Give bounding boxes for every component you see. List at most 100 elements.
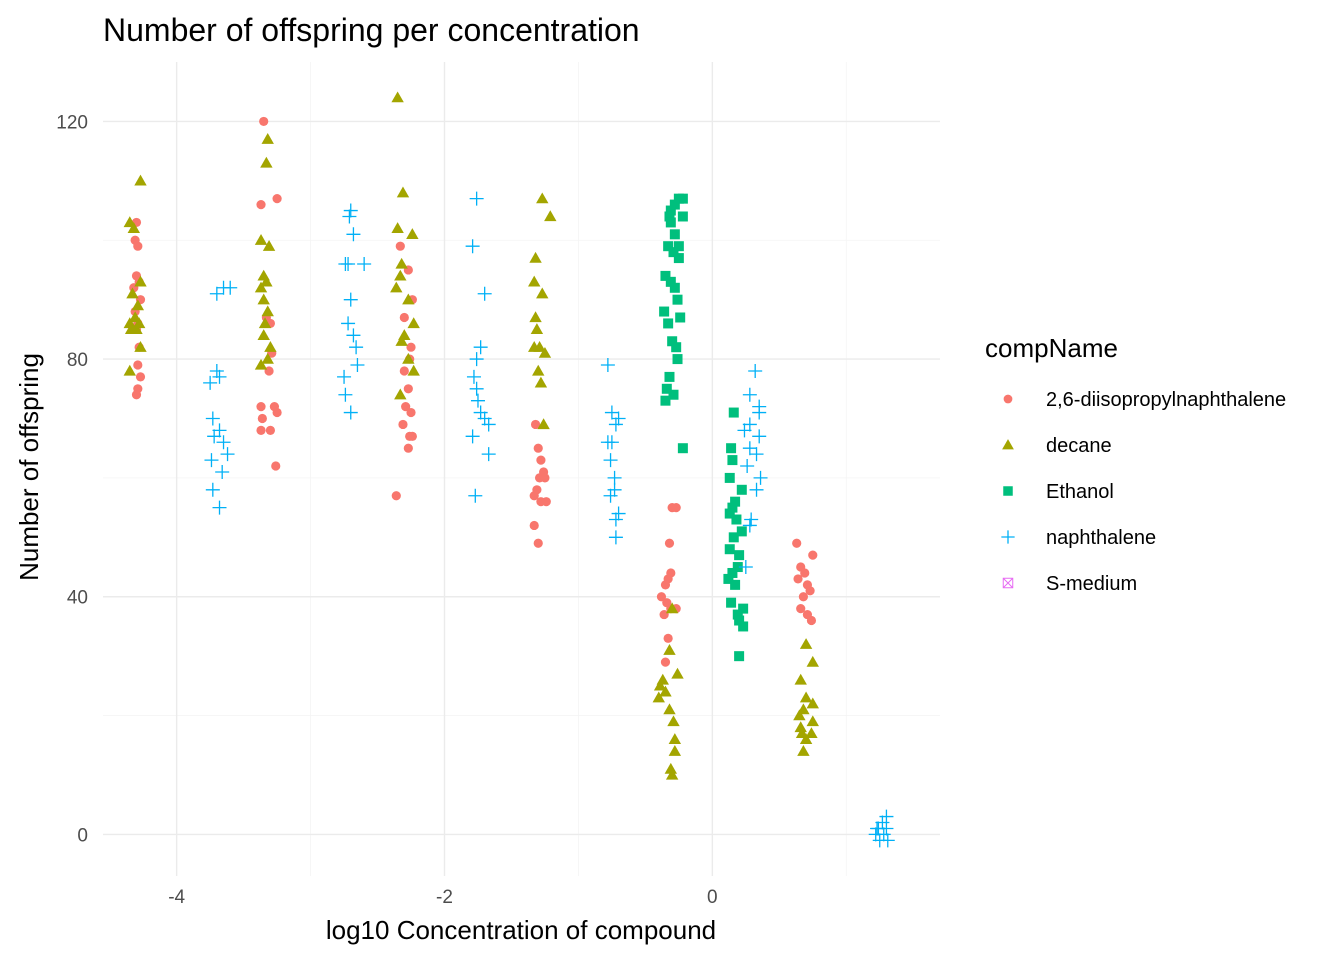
data-point xyxy=(212,369,227,384)
data-point xyxy=(806,697,819,709)
data-point xyxy=(748,363,763,378)
data-point xyxy=(401,402,411,412)
data-point xyxy=(738,621,749,632)
data-point xyxy=(528,275,541,287)
data-point xyxy=(668,247,679,258)
data-point xyxy=(399,312,409,323)
data-point xyxy=(607,482,622,497)
legend-item: Ethanol xyxy=(1003,481,1114,503)
x-axis-title: log10 Concentration of compound xyxy=(326,915,716,945)
data-point xyxy=(744,512,759,527)
data-point xyxy=(123,317,136,329)
data-point xyxy=(533,340,546,352)
data-point xyxy=(204,453,219,468)
data-point xyxy=(661,383,672,394)
data-point xyxy=(668,745,682,756)
data-point xyxy=(663,703,676,715)
data-point xyxy=(664,211,675,222)
data-point xyxy=(212,423,227,438)
data-point xyxy=(667,336,678,347)
data-point xyxy=(257,413,267,424)
legend-key-triangle xyxy=(1002,439,1014,450)
data-point xyxy=(805,586,815,596)
data-point xyxy=(538,346,552,358)
legend-label: Ethanol xyxy=(1046,481,1114,503)
data-point xyxy=(350,358,365,373)
data-point xyxy=(724,472,735,483)
data-point xyxy=(793,709,806,721)
data-point xyxy=(258,317,272,329)
data-point xyxy=(468,488,483,503)
data-point xyxy=(665,276,676,287)
data-point xyxy=(406,407,416,418)
data-point xyxy=(403,384,413,394)
data-point xyxy=(656,592,667,602)
data-point xyxy=(346,227,361,242)
data-point xyxy=(529,311,542,323)
data-point xyxy=(215,464,230,479)
data-point xyxy=(261,305,274,317)
data-point xyxy=(212,500,227,515)
data-point xyxy=(660,657,671,667)
data-point xyxy=(209,286,224,301)
y-axis-title: Number of offspring xyxy=(14,353,44,581)
data-point xyxy=(406,342,416,352)
legend-item: S-medium xyxy=(1002,573,1137,595)
data-point xyxy=(533,538,543,548)
data-point xyxy=(473,340,488,355)
data-point xyxy=(264,340,277,352)
data-point xyxy=(603,488,618,503)
data-point xyxy=(256,199,266,210)
data-point xyxy=(724,544,735,555)
legend-items: 2,6-diisopropylnaphthalene decane Ethanol n… xyxy=(1001,389,1286,595)
series-2-6-diisopropylnaphthalene xyxy=(129,116,818,667)
data-point xyxy=(254,358,268,370)
data-point xyxy=(742,518,757,533)
data-point xyxy=(728,407,739,418)
series-decane xyxy=(123,91,819,780)
data-point xyxy=(673,241,684,252)
data-point xyxy=(469,381,484,396)
data-point xyxy=(738,560,753,575)
data-point xyxy=(481,417,496,432)
data-point xyxy=(254,234,268,245)
data-point xyxy=(611,411,626,426)
data-point xyxy=(536,455,546,465)
legend-item: 2,6-diisopropylnaphthalene xyxy=(1003,389,1286,411)
data-point xyxy=(665,768,679,780)
data-point xyxy=(737,423,752,438)
data-point xyxy=(536,287,549,299)
data-point xyxy=(675,312,686,323)
data-point xyxy=(205,411,220,426)
data-point xyxy=(533,443,543,453)
data-point xyxy=(529,251,542,263)
data-point xyxy=(806,615,817,626)
data-point xyxy=(668,733,682,744)
x-tick-label: -2 xyxy=(436,887,453,908)
data-point xyxy=(261,133,274,144)
data-point xyxy=(673,193,684,204)
data-point xyxy=(663,241,674,252)
data-point xyxy=(264,366,274,376)
data-point xyxy=(135,372,146,382)
data-point xyxy=(659,685,672,697)
data-point xyxy=(342,209,357,224)
data-point xyxy=(341,316,356,331)
data-point xyxy=(541,497,551,507)
data-point xyxy=(660,395,671,406)
data-point xyxy=(671,667,684,679)
data-point xyxy=(131,390,142,400)
data-point xyxy=(530,323,544,335)
data-point xyxy=(338,387,353,402)
data-point xyxy=(727,502,738,513)
data-point xyxy=(403,443,413,453)
data-point xyxy=(126,287,139,299)
legend-label: 2,6-diisopropylnaphthalene xyxy=(1046,389,1286,411)
data-point xyxy=(798,592,809,602)
data-point xyxy=(806,715,819,727)
data-point xyxy=(673,253,684,264)
series-ethanol xyxy=(659,193,749,662)
chart-title: Number of offspring per concentration xyxy=(103,12,640,48)
data-point xyxy=(477,411,492,426)
data-point xyxy=(406,228,419,239)
